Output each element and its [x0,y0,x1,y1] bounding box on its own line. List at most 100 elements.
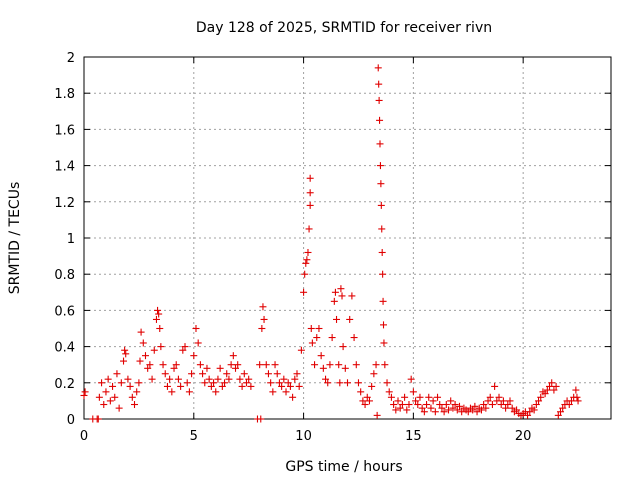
data-point [502,404,510,412]
data-point [469,406,477,414]
data-point [120,357,128,365]
data-point [379,297,387,305]
data-point [136,357,144,365]
data-point [524,411,532,419]
data-point [414,401,422,409]
data-point [338,292,346,300]
data-point [306,201,314,209]
data-point [183,379,191,387]
data-point [300,288,308,296]
data-point [256,361,264,369]
data-point [278,382,286,390]
data-point [154,306,162,314]
data-point [378,248,386,256]
data-point [168,388,176,396]
data-point [232,364,240,372]
chart-title: Day 128 of 2025, SRMTID for receiver riv… [196,20,492,36]
data-point [302,259,310,267]
data-point [344,379,351,387]
data-point [306,174,314,182]
data-point [394,397,402,405]
x-tick-label: 0 [80,429,88,444]
data-point [455,402,463,410]
y-tick-label: 0.4 [54,341,75,356]
data-point [80,391,88,399]
data-point [216,364,224,372]
data-point [530,406,538,414]
data-point [376,140,384,148]
data-point [207,382,215,390]
data-point [262,361,270,369]
data-point [431,408,439,416]
data-point [427,404,435,412]
data-point [407,375,415,383]
y-tick-label: 1 [67,232,75,247]
data-point [280,375,288,383]
data-point [111,393,119,401]
data-point [293,370,301,378]
data-point [295,382,303,390]
x-tick-label: 10 [295,429,312,444]
data-point [157,343,165,351]
data-point [190,352,198,360]
data-point [141,352,149,360]
data-point [381,361,389,369]
data-point [303,256,311,264]
data-point [331,288,339,296]
data-point [214,375,222,383]
data-point [396,404,404,412]
data-point [423,401,431,409]
data-point [258,325,266,332]
data-point [194,339,202,347]
data-point [368,382,376,390]
data-point [104,375,112,383]
data-point [124,375,132,383]
data-point [532,401,540,409]
data-point [264,370,272,378]
data-point [172,361,180,369]
data-point [95,393,103,401]
data-point [98,379,106,387]
data-point [409,388,417,396]
data-point [497,401,505,409]
data-point [376,116,384,124]
data-point [188,370,196,378]
data-point [565,401,573,409]
data-point [401,393,409,401]
data-point [135,379,143,387]
data-point [174,375,182,383]
data-point [259,303,267,311]
data-point [282,388,290,396]
data-point [315,325,323,332]
data-point [537,393,545,401]
data-point [181,343,189,351]
data-point [337,285,345,293]
data-point [161,370,169,378]
data-point [491,382,499,390]
y-tick-label: 1.8 [54,87,75,102]
data-point [488,401,496,409]
data-point [420,408,428,416]
data-point [552,382,560,390]
data-point [379,270,387,278]
data-point [559,404,567,412]
data-point [291,375,299,383]
data-point [236,375,244,383]
data-point [267,379,275,387]
data-point [486,393,494,401]
data-point [205,375,213,383]
data-point [473,408,481,416]
data-point [546,382,554,390]
data-point [348,292,356,300]
data-point [376,162,384,170]
data-point [212,388,220,396]
data-point [260,315,268,323]
data-point [429,397,437,405]
data-point [106,397,114,405]
data-point [177,382,185,390]
data-point [480,401,488,409]
data-point [416,393,424,401]
data-point [155,310,163,318]
data-point [493,397,501,405]
